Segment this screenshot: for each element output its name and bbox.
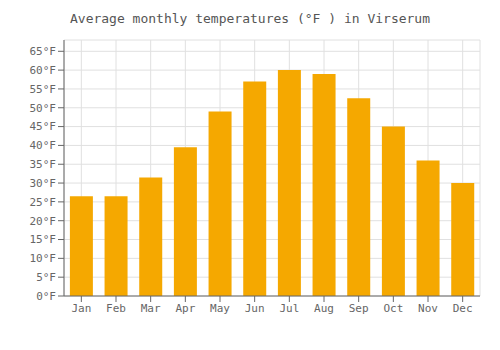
svg-text:30°F: 30°F [30,177,57,190]
svg-text:60°F: 60°F [30,64,57,77]
svg-text:Jul: Jul [279,302,299,315]
svg-text:Feb: Feb [106,302,126,315]
svg-text:5°F: 5°F [36,271,56,284]
svg-text:50°F: 50°F [30,102,57,115]
svg-text:May: May [210,302,230,315]
svg-text:Aug: Aug [314,302,334,315]
svg-text:45°F: 45°F [30,120,57,133]
svg-text:55°F: 55°F [30,83,57,96]
svg-text:Sep: Sep [349,302,369,315]
svg-text:Mar: Mar [141,302,161,315]
svg-text:15°F: 15°F [30,233,57,246]
svg-text:Jan: Jan [71,302,91,315]
svg-text:Dec: Dec [453,302,473,315]
svg-text:Apr: Apr [175,302,195,315]
svg-text:40°F: 40°F [30,139,57,152]
html-text:Average monthly temperatures (: Average monthly temperatures (°F ) in Vi… [70,11,430,26]
svg-text:20°F: 20°F [30,215,57,228]
svg-text:Nov: Nov [418,302,438,315]
svg-text:35°F: 35°F [30,158,57,171]
svg-text:10°F: 10°F [30,252,57,265]
svg-text:65°F: 65°F [30,45,57,58]
svg-text:Jun: Jun [245,302,265,315]
svg-text:25°F: 25°F [30,196,57,209]
svg-text:0°F: 0°F [36,290,56,303]
svg-text:Oct: Oct [383,302,403,315]
